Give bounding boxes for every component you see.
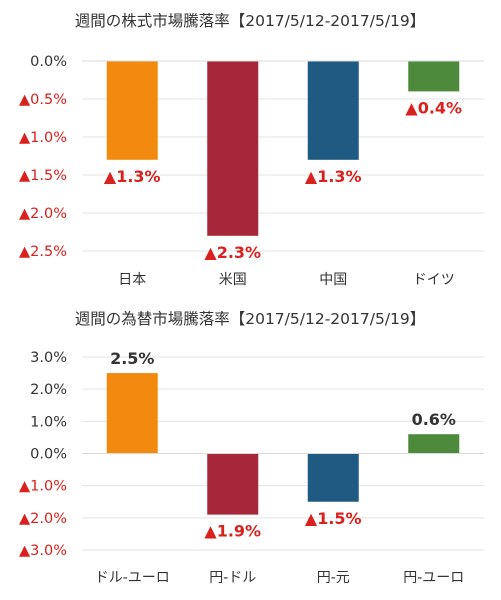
chart-title: 週間の為替市場騰落率【2017/5/12-2017/5/19】 bbox=[75, 310, 426, 328]
y-tick-label: ▲3.0% bbox=[19, 543, 67, 559]
x-tick-label: 日本 bbox=[118, 272, 146, 288]
bar bbox=[307, 61, 359, 160]
y-tick-label: 1.0% bbox=[30, 414, 67, 430]
bar bbox=[307, 453, 359, 502]
bar bbox=[207, 453, 259, 515]
bar bbox=[408, 434, 460, 454]
x-tick-label: 円-ドル bbox=[209, 570, 256, 586]
bar bbox=[207, 61, 259, 236]
bar bbox=[106, 373, 158, 454]
y-tick-label: ▲0.5% bbox=[19, 92, 67, 108]
data-label: ▲1.3% bbox=[104, 167, 161, 186]
x-tick-label: ドル-ユーロ bbox=[95, 570, 170, 586]
data-label: 0.6% bbox=[412, 410, 456, 429]
x-tick-label: 中国 bbox=[319, 272, 347, 288]
data-label: ▲1.5% bbox=[305, 509, 362, 528]
y-tick-label: 0.0% bbox=[30, 447, 67, 463]
x-tick-label: 円-元 bbox=[317, 570, 350, 586]
data-label: ▲0.4% bbox=[405, 98, 462, 117]
x-tick-label: 米国 bbox=[219, 272, 247, 288]
stock-market-chart: 週間の株式市場騰落率【2017/5/12-2017/5/19】 0.0% ▲0.5… bbox=[19, 12, 484, 288]
x-tick-label: 円-ユーロ bbox=[403, 570, 464, 586]
data-label: ▲1.3% bbox=[305, 167, 362, 186]
y-tick-label: 2.0% bbox=[30, 382, 67, 398]
y-tick-label: ▲2.5% bbox=[19, 244, 67, 260]
x-tick-label: ドイツ bbox=[413, 272, 455, 288]
data-label: ▲1.9% bbox=[204, 522, 261, 541]
bar bbox=[408, 61, 460, 92]
fx-market-chart: 週間の為替市場騰落率【2017/5/12-2017/5/19】 3.0% 2.0%… bbox=[19, 310, 484, 586]
y-tick-label: 3.0% bbox=[30, 350, 67, 366]
data-label: ▲2.3% bbox=[204, 243, 261, 262]
data-label: 2.5% bbox=[110, 349, 154, 368]
chart-title: 週間の株式市場騰落率【2017/5/12-2017/5/19】 bbox=[75, 12, 426, 30]
y-tick-label: 0.0% bbox=[30, 54, 67, 70]
y-tick-label: ▲1.5% bbox=[19, 168, 67, 184]
y-tick-label: ▲1.0% bbox=[19, 130, 67, 146]
bar bbox=[106, 61, 158, 160]
y-tick-label: ▲2.0% bbox=[19, 511, 67, 527]
y-tick-label: ▲1.0% bbox=[19, 479, 67, 495]
y-tick-label: ▲2.0% bbox=[19, 206, 67, 222]
